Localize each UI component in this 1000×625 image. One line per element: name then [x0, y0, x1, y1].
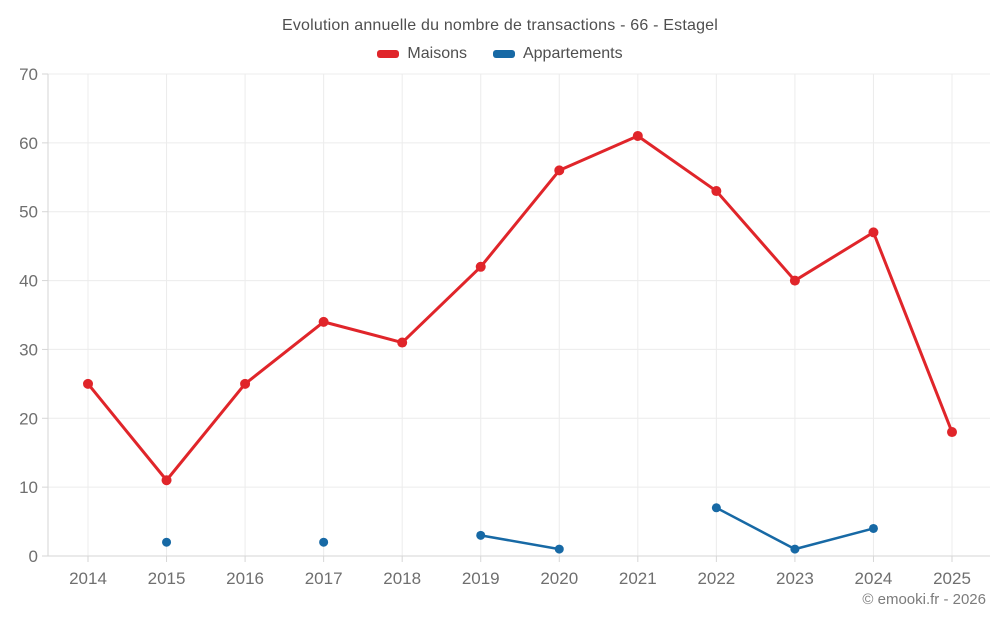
maisons-point — [161, 475, 172, 486]
maisons-point — [711, 186, 722, 197]
maisons-line — [86, 134, 954, 482]
x-tick-label: 2020 — [540, 569, 578, 588]
maisons-point — [240, 378, 251, 389]
legend-item-appartements: Appartements — [492, 45, 623, 63]
y-tick-label: 50 — [19, 203, 38, 222]
x-tick-label: 2014 — [69, 569, 107, 588]
y-tick-label: 10 — [19, 478, 38, 497]
legend-label-maisons: Maisons — [407, 45, 467, 62]
x-tick-label: 2023 — [776, 569, 814, 588]
maisons-point — [947, 427, 957, 438]
attribution-text: © emooki.fr - 2026 — [862, 591, 986, 608]
legend-label-appartements: Appartements — [522, 45, 623, 62]
y-tick-label: 0 — [29, 547, 38, 566]
maisons-point — [397, 337, 408, 348]
legend-item-maisons: Maisons — [377, 45, 467, 63]
maisons-point — [475, 261, 486, 272]
maisons-point — [868, 227, 879, 238]
x-tick-label: 2019 — [462, 569, 500, 588]
maisons-point — [554, 165, 565, 176]
y-tick-label: 60 — [19, 134, 38, 153]
x-tick-label: 2015 — [148, 569, 186, 588]
x-tick-label: 2018 — [383, 569, 421, 588]
maisons-point — [318, 316, 329, 327]
maisons-point — [83, 378, 93, 389]
x-tick-label: 2021 — [619, 569, 657, 588]
x-tick-label: 2022 — [697, 569, 735, 588]
y-tick-label: 30 — [19, 340, 38, 359]
maisons-point — [632, 130, 643, 141]
chart-title: Evolution annuelle du nombre de transact… — [281, 17, 719, 34]
y-tick-label: 20 — [19, 409, 38, 428]
appartements-point — [554, 544, 564, 554]
y-tick-label: 40 — [19, 272, 38, 291]
x-tick-label: 2017 — [305, 569, 343, 588]
appartements-point — [319, 537, 329, 547]
appartements-point — [790, 544, 800, 554]
appartements-point — [868, 523, 878, 533]
maisons-point — [789, 275, 800, 286]
appartements-point — [711, 503, 721, 513]
appartements-line — [479, 534, 561, 551]
x-tick-label: 2025 — [933, 569, 971, 588]
x-tick-label: 2016 — [226, 569, 264, 588]
maisons-color-swatch-icon — [377, 50, 400, 58]
x-tick-label: 2024 — [855, 569, 893, 588]
appartements-point — [476, 530, 486, 540]
y-tick-label: 70 — [19, 65, 38, 84]
chart-legend: Maisons Appartements — [0, 45, 1000, 63]
appartements-point — [162, 537, 172, 547]
appartements-color-swatch-icon — [492, 50, 515, 58]
